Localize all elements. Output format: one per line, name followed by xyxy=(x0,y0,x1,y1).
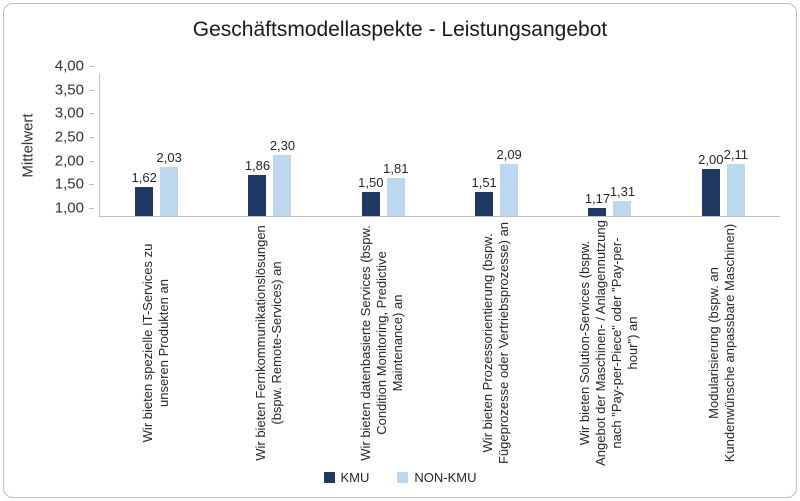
bar-wrap: 1,81 xyxy=(383,162,408,216)
legend: KMU NON-KMU xyxy=(4,470,796,485)
data-label: 2,30 xyxy=(269,137,296,153)
bar-non-kmu xyxy=(273,154,292,216)
legend-swatch xyxy=(323,472,335,483)
data-label: 1,81 xyxy=(383,160,409,176)
bar-group: 2,00 2,11 xyxy=(667,74,780,216)
y-tick-mark xyxy=(89,66,94,67)
category-label: Wir bieten Fernkommunikationslösungen (b… xyxy=(252,225,284,461)
data-label: 1,31 xyxy=(609,184,636,200)
data-label: 1,17 xyxy=(584,191,611,206)
data-label: 1,51 xyxy=(471,174,497,190)
y-tick-mark xyxy=(89,208,94,209)
bar-wrap: 1,86 xyxy=(245,159,270,216)
bar-wrap: 1,31 xyxy=(610,185,635,216)
legend-item-kmu: KMU xyxy=(323,470,370,485)
plot-area: 1,62 2,03 1,86 2,30 1,50 1,81 1,51 2,09 1,17 1,31… xyxy=(99,74,780,217)
y-tick-label: 4,00 xyxy=(54,57,84,75)
category-cell: Wir bieten Prozessorientierung (bspw. Fü… xyxy=(439,218,552,468)
bar-non-kmu xyxy=(160,167,179,216)
bar-wrap: 2,30 xyxy=(270,139,295,216)
data-label: 1,62 xyxy=(131,169,157,185)
y-tick-mark xyxy=(89,113,94,115)
bar-kmu xyxy=(588,208,607,216)
y-tick-mark xyxy=(89,89,94,91)
category-axis-labels: Wir bieten spezielle IT-Services zu unse… xyxy=(99,218,779,468)
category-cell: Wir bieten spezielle IT-Services zu unse… xyxy=(99,218,212,468)
category-cell: Modularisierung (bspw. an Kundenwünsche … xyxy=(666,218,779,468)
legend-item-non-kmu: NON-KMU xyxy=(397,470,477,485)
bar-kmu xyxy=(361,192,380,216)
data-label: 2,09 xyxy=(496,147,522,163)
bar-kmu xyxy=(248,175,267,216)
bar-kmu xyxy=(135,186,154,216)
bar-wrap: 1,62 xyxy=(132,171,157,216)
y-tick-mark xyxy=(89,137,94,138)
chart-frame: Geschäftsmodellaspekte - Leistungsangebo… xyxy=(3,3,797,498)
y-axis-ticks: 4,00 3,50 3,00 2,50 2,00 1,50 1,00 xyxy=(42,58,94,217)
data-label: 2,00 xyxy=(698,151,724,167)
data-label: 2,03 xyxy=(156,150,182,166)
bar-non-kmu xyxy=(386,177,405,216)
bar-wrap: 2,00 xyxy=(698,153,723,216)
category-cell: Wir bieten datenbasierte Services (bspw.… xyxy=(326,218,439,468)
bar-wrap: 1,51 xyxy=(471,176,497,216)
data-label: 1,50 xyxy=(358,175,384,191)
bar-group: 1,86 2,30 xyxy=(213,74,326,216)
y-tick-label: 1,50 xyxy=(54,175,84,193)
bar-non-kmu xyxy=(613,201,632,216)
category-label: Wir bieten spezielle IT-Services zu unse… xyxy=(139,243,171,443)
y-tick-label: 2,00 xyxy=(54,152,84,170)
category-label: Modularisierung (bspw. an Kundenwünsche … xyxy=(706,223,738,463)
category-label: Wir bieten Solution-Services (bspw. Ange… xyxy=(576,220,641,466)
category-cell: Wir bieten Fernkommunikationslösungen (b… xyxy=(212,218,325,468)
bar-wrap: 1,50 xyxy=(358,176,383,216)
bar-non-kmu xyxy=(500,164,519,216)
bar-wrap: 2,03 xyxy=(157,151,182,216)
data-label: 2,11 xyxy=(723,146,748,162)
legend-swatch xyxy=(397,472,409,483)
category-label: Wir bieten Prozessorientierung (bspw. Fü… xyxy=(479,221,511,465)
category-label: Wir bieten datenbasierte Services (bspw.… xyxy=(357,225,406,461)
category-cell: Wir bieten Solution-Services (bspw. Ange… xyxy=(552,218,665,468)
y-tick-label: 2,50 xyxy=(54,128,84,146)
bar-wrap: 2,09 xyxy=(496,148,522,216)
y-tick-label: 1,00 xyxy=(54,199,84,217)
chart-title: Geschäftsmodellaspekte - Leistungsangebo… xyxy=(192,18,608,41)
bar-non-kmu xyxy=(726,163,745,216)
bar-kmu xyxy=(475,191,494,216)
y-tick-mark xyxy=(89,184,94,186)
y-tick-label: 3,50 xyxy=(54,81,84,99)
y-tick-mark xyxy=(89,160,94,162)
legend-label: KMU xyxy=(340,470,370,485)
bar-wrap: 2,11 xyxy=(723,146,748,216)
y-axis-title: Mittelwert xyxy=(19,113,37,178)
bar-group: 1,50 1,81 xyxy=(327,74,440,216)
bar-kmu xyxy=(701,168,720,216)
data-label: 1,86 xyxy=(244,158,271,174)
bar-group: 1,51 2,09 xyxy=(440,74,553,216)
y-tick-label: 3,00 xyxy=(54,104,84,122)
bar-group: 1,62 2,03 xyxy=(100,74,213,216)
legend-label: NON-KMU xyxy=(414,470,477,485)
bar-wrap: 1,17 xyxy=(585,192,610,216)
bar-group: 1,17 1,31 xyxy=(553,74,666,216)
